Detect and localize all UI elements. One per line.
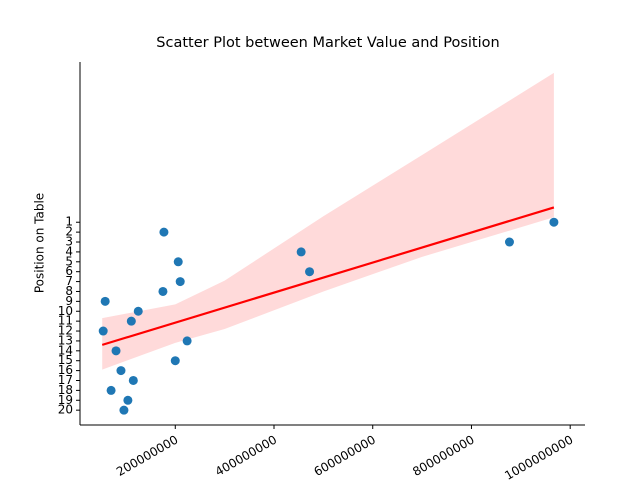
point xyxy=(173,257,183,267)
point xyxy=(133,306,143,316)
y-tick-label: 14 xyxy=(58,343,73,357)
y-tick-label: 19 xyxy=(58,393,73,407)
y-tick-label: 9 xyxy=(65,294,73,308)
point xyxy=(504,237,514,247)
y-tick-label: 20 xyxy=(58,403,73,417)
point xyxy=(98,326,108,336)
y-tick-label: 4 xyxy=(65,244,73,258)
point xyxy=(305,267,315,277)
point xyxy=(100,296,110,306)
point xyxy=(159,227,169,237)
regression-line xyxy=(101,206,555,346)
point xyxy=(549,217,559,227)
y-tick-label: 15 xyxy=(58,353,73,367)
y-tick-label: 18 xyxy=(58,383,73,397)
x-tick-label: 200000000 xyxy=(114,433,181,479)
x-tick-label: 800000000 xyxy=(410,433,477,479)
point xyxy=(128,375,138,385)
point xyxy=(158,286,168,296)
x-tick-label: 600000000 xyxy=(311,433,378,479)
point xyxy=(119,405,129,415)
y-tick-label: 5 xyxy=(65,254,73,268)
x-tick-label: 400000000 xyxy=(213,433,280,479)
confidence-band xyxy=(102,72,554,370)
x-tick-label: 1000000000 xyxy=(502,433,575,480)
y-tick-label: 10 xyxy=(58,304,73,318)
point xyxy=(296,247,306,257)
y-tick-label: 2 xyxy=(65,225,73,239)
y-tick-label: 11 xyxy=(58,314,73,328)
y-tick-label: 6 xyxy=(65,264,73,278)
chart-title: Scatter Plot between Market Value and Po… xyxy=(156,35,499,51)
y-tick-label: 13 xyxy=(58,333,73,347)
point xyxy=(111,346,121,356)
point xyxy=(123,395,133,405)
y-tick-label: 17 xyxy=(58,373,73,387)
y-axis-label: Position on Table xyxy=(33,193,47,293)
point xyxy=(126,316,136,326)
y-tick-label: 3 xyxy=(65,235,73,249)
y-tick-label: 8 xyxy=(65,284,73,298)
point xyxy=(116,366,126,376)
point xyxy=(175,277,185,287)
point xyxy=(182,336,192,346)
y-tick-label: 1 xyxy=(65,215,73,229)
point xyxy=(170,356,180,366)
y-tick-label: 7 xyxy=(65,274,73,288)
point xyxy=(106,385,116,395)
y-tick-label: 12 xyxy=(58,324,73,338)
y-tick-label: 16 xyxy=(58,363,73,377)
